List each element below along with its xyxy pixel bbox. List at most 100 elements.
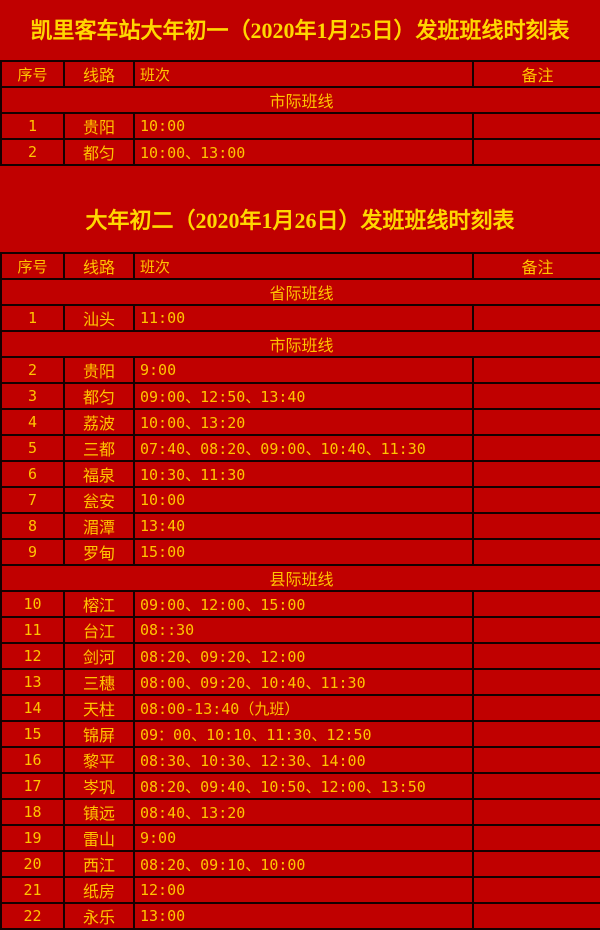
cell-route: 锦屏 (64, 720, 135, 748)
cell-route: 雷山 (64, 824, 135, 852)
cell-schedule: 9:00 (134, 356, 474, 384)
cell-note (473, 434, 600, 462)
cell-note (473, 408, 600, 436)
cell-note (473, 694, 600, 722)
cell-serial: 1 (0, 112, 65, 140)
column-header-route: 线路 (64, 252, 135, 280)
cell-route: 剑河 (64, 642, 135, 670)
cell-schedule: 10:00 (134, 486, 474, 514)
column-header-schedule: 班次 (134, 60, 474, 88)
table-row: 9 罗甸 15:00 (0, 538, 600, 566)
cell-note (473, 902, 600, 930)
section-label: 县际班线 (0, 564, 600, 592)
cell-note (473, 356, 600, 384)
cell-serial: 7 (0, 486, 65, 514)
cell-schedule: 08:20、09:40、10:50、12:00、13:50 (134, 772, 474, 800)
table-row: 1 汕头 11:00 (0, 304, 600, 332)
cell-note (473, 668, 600, 696)
cell-schedule: 10:00、13:20 (134, 408, 474, 436)
timetable-grid-day2: 序号 线路 班次 备注 省际班线 1 汕头 11:00 市际班线 2 贵阳 9:00 3 都匀 09:00、… (0, 252, 600, 930)
cell-schedule: 07:40、08:20、09:00、10:40、11:30 (134, 434, 474, 462)
cell-route: 都匀 (64, 382, 135, 410)
cell-route: 贵阳 (64, 356, 135, 384)
table-row: 1 贵阳 10:00 (0, 112, 600, 140)
table-row: 14 天柱 08:00-13:40（九班） (0, 694, 600, 722)
cell-note (473, 112, 600, 140)
cell-route: 都匀 (64, 138, 135, 166)
cell-serial: 22 (0, 902, 65, 930)
cell-route: 榕江 (64, 590, 135, 618)
timetable-day2: 序号 线路 班次 备注 省际班线 1 汕头 11:00 市际班线 2 贵阳 9:00 3 都匀 09:00、… (0, 252, 600, 930)
section-row: 市际班线 (0, 86, 600, 114)
table-row: 8 湄潭 13:40 (0, 512, 600, 540)
cell-note (473, 382, 600, 410)
cell-serial: 3 (0, 382, 65, 410)
column-header-serial: 序号 (0, 252, 65, 280)
cell-note (473, 824, 600, 852)
cell-route: 黎平 (64, 746, 135, 774)
cell-route: 岑巩 (64, 772, 135, 800)
column-header-note: 备注 (473, 60, 600, 88)
cell-route: 福泉 (64, 460, 135, 488)
cell-note (473, 876, 600, 904)
cell-serial: 11 (0, 616, 65, 644)
cell-note (473, 642, 600, 670)
section-row: 市际班线 (0, 330, 600, 358)
cell-serial: 17 (0, 772, 65, 800)
cell-schedule: 10:00 (134, 112, 474, 140)
cell-schedule: 12:00 (134, 876, 474, 904)
cell-route: 天柱 (64, 694, 135, 722)
cell-serial: 1 (0, 304, 65, 332)
cell-serial: 18 (0, 798, 65, 826)
cell-serial: 8 (0, 512, 65, 540)
cell-route: 台江 (64, 616, 135, 644)
cell-note (473, 746, 600, 774)
cell-schedule: 15:00 (134, 538, 474, 566)
cell-schedule: 11:00 (134, 304, 474, 332)
table-row: 21 纸房 12:00 (0, 876, 600, 904)
table-row: 2 贵阳 9:00 (0, 356, 600, 384)
cell-route: 镇远 (64, 798, 135, 826)
cell-serial: 2 (0, 356, 65, 384)
cell-serial: 6 (0, 460, 65, 488)
table-row: 6 福泉 10:30、11:30 (0, 460, 600, 488)
cell-note (473, 590, 600, 618)
cell-note (473, 460, 600, 488)
cell-schedule: 08:40、13:20 (134, 798, 474, 826)
cell-schedule: 09:00、12:00、15:00 (134, 590, 474, 618)
cell-note (473, 798, 600, 826)
cell-route: 永乐 (64, 902, 135, 930)
cell-schedule: 08:30、10:30、12:30、14:00 (134, 746, 474, 774)
table-row: 2 都匀 10:00、13:00 (0, 138, 600, 166)
cell-serial: 16 (0, 746, 65, 774)
cell-schedule: 9:00 (134, 824, 474, 852)
cell-schedule: 10:30、11:30 (134, 460, 474, 488)
table-row: 17 岑巩 08:20、09:40、10:50、12:00、13:50 (0, 772, 600, 800)
column-header-schedule: 班次 (134, 252, 474, 280)
cell-schedule: 08:00-13:40（九班） (134, 694, 474, 722)
cell-schedule: 08:20、09:20、12:00 (134, 642, 474, 670)
table-row: 11 台江 08::30 (0, 616, 600, 644)
table-row: 10 榕江 09:00、12:00、15:00 (0, 590, 600, 618)
cell-serial: 9 (0, 538, 65, 566)
column-header-route: 线路 (64, 60, 135, 88)
section-label: 市际班线 (0, 86, 600, 114)
table-row: 19 雷山 9:00 (0, 824, 600, 852)
cell-note (473, 772, 600, 800)
cell-route: 瓮安 (64, 486, 135, 514)
section-label: 市际班线 (0, 330, 600, 358)
cell-serial: 13 (0, 668, 65, 696)
cell-note (473, 486, 600, 514)
cell-schedule: 08:20、09:10、10:00 (134, 850, 474, 878)
header-row: 序号 线路 班次 备注 (0, 252, 600, 280)
cell-note (473, 616, 600, 644)
cell-note (473, 538, 600, 566)
cell-serial: 2 (0, 138, 65, 166)
cell-schedule: 10:00、13:00 (134, 138, 474, 166)
cell-route: 汕头 (64, 304, 135, 332)
table-row: 5 三都 07:40、08:20、09:00、10:40、11:30 (0, 434, 600, 462)
cell-schedule: 09：00、10:10、11:30、12:50 (134, 720, 474, 748)
cell-serial: 19 (0, 824, 65, 852)
cell-schedule: 13:40 (134, 512, 474, 540)
table-row: 16 黎平 08:30、10:30、12:30、14:00 (0, 746, 600, 774)
